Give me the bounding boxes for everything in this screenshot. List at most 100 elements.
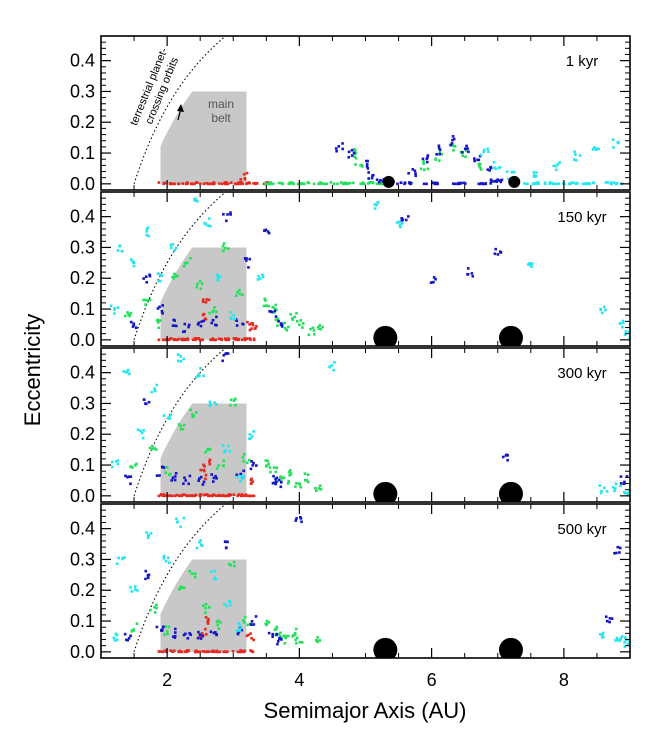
particle-green (262, 304, 266, 308)
particle-green (163, 633, 166, 636)
particle-cyan (110, 465, 114, 469)
particle-cyan (167, 556, 170, 560)
series-red (157, 298, 258, 342)
particle-blue (214, 323, 217, 327)
particle-blue (298, 515, 302, 519)
particle-blue (145, 280, 149, 284)
particle-green (317, 182, 320, 186)
particle-cyan (557, 182, 561, 186)
particle-blue (407, 215, 410, 218)
particle-blue (408, 181, 411, 184)
particle-blue (221, 359, 224, 363)
particle-blue (375, 178, 379, 182)
particle-red (237, 493, 241, 496)
y-tick-label: 0.1 (70, 455, 95, 475)
particle-blue (144, 569, 148, 573)
particle-cyan (228, 450, 232, 453)
particle-green (359, 182, 362, 186)
planet-jupiter (373, 325, 398, 346)
particle-green (332, 182, 336, 186)
particle-blue (175, 324, 178, 328)
particle-red (208, 460, 211, 463)
particle-red (180, 338, 183, 342)
particle-cyan (252, 430, 256, 433)
particle-red (185, 649, 189, 652)
particle-green (294, 638, 297, 642)
particle-green (142, 298, 145, 302)
particle-green (307, 181, 311, 185)
particle-green (206, 447, 210, 451)
particle-green (288, 470, 291, 474)
particle-cyan (116, 306, 120, 309)
particle-blue (226, 540, 229, 544)
particle-cyan (121, 557, 124, 561)
particle-blue (123, 632, 127, 636)
particle-blue (126, 475, 129, 479)
series-blue (334, 134, 504, 186)
particle-green (319, 327, 323, 331)
particle-green (233, 564, 236, 568)
particle-cyan (604, 308, 607, 312)
particle-blue (433, 182, 437, 186)
particle-cyan (113, 312, 116, 315)
particle-blue (173, 324, 176, 327)
planet-saturn (508, 175, 521, 188)
particle-blue (367, 171, 370, 174)
particle-blue (499, 180, 503, 184)
particle-blue (127, 475, 131, 478)
particle-blue (252, 623, 256, 626)
particle-green (281, 182, 284, 186)
particle-cyan (633, 182, 636, 185)
particle-blue (239, 472, 243, 476)
particle-blue (366, 167, 370, 170)
particle-cyan (628, 639, 630, 642)
particle-blue (240, 628, 244, 632)
particle-red (168, 182, 172, 186)
particle-green (479, 166, 482, 170)
particle-red (159, 493, 163, 496)
y-tick-label: 0.3 (70, 393, 95, 413)
particle-blue (184, 479, 188, 482)
particle-cyan (223, 451, 226, 454)
particle-green (347, 182, 350, 185)
particle-blue (252, 461, 255, 465)
particle-green (426, 167, 430, 171)
particle-cyan (241, 474, 245, 478)
particle-green (156, 318, 160, 322)
particle-green (284, 634, 287, 638)
particle-red (241, 494, 245, 498)
particle-red (180, 650, 184, 654)
particle-cyan (224, 449, 227, 452)
particle-cyan (120, 249, 124, 253)
particle-cyan (574, 153, 577, 156)
particle-blue (222, 353, 226, 357)
particle-blue (399, 181, 403, 184)
particle-green (204, 450, 207, 454)
particle-red (161, 650, 165, 654)
particle-blue (173, 627, 177, 631)
particle-green (182, 423, 186, 427)
crossing-curve (133, 36, 227, 185)
particle-red (207, 298, 211, 302)
particle-cyan (214, 577, 218, 581)
particle-blue (493, 252, 497, 256)
particle-blue (450, 142, 454, 145)
x-tick-label: 4 (294, 670, 304, 690)
particle-cyan (605, 490, 609, 493)
particle-cyan (631, 490, 634, 493)
particle-blue (144, 402, 147, 405)
particle-red (217, 337, 221, 341)
particle-blue (132, 323, 136, 327)
particle-red (239, 494, 243, 498)
particle-green (204, 606, 208, 610)
particle-blue (272, 474, 275, 478)
particle-cyan (494, 167, 498, 170)
particle-blue (197, 479, 200, 483)
particle-red (225, 182, 229, 186)
particle-cyan (636, 181, 639, 184)
particle-blue (422, 182, 426, 186)
particle-green (317, 487, 321, 490)
particle-cyan (114, 460, 118, 463)
particle-blue (477, 182, 481, 186)
particle-cyan (156, 272, 160, 276)
